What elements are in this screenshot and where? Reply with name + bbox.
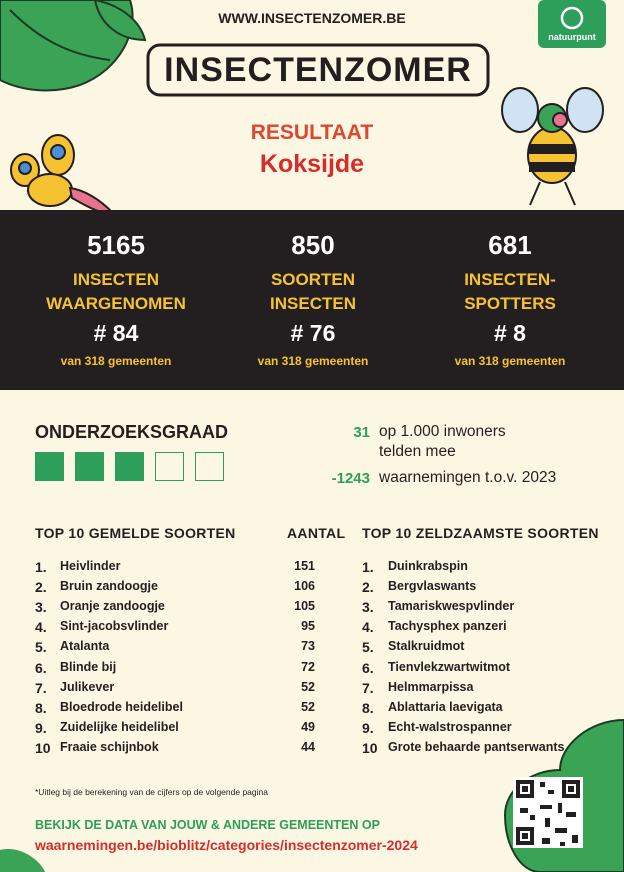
stat: 850 SOORTEN INSECTEN # 76 van 318 gemeenten	[213, 210, 413, 390]
species-name: Sint-jacobsvlinder	[60, 619, 169, 634]
rank: 4.	[362, 619, 374, 636]
cta-link[interactable]: waarnemingen.be/bioblitz/categories/inse…	[35, 837, 418, 853]
stat-label: SPOTTERS	[464, 294, 556, 313]
rank: 3.	[362, 599, 374, 616]
stat-value: 681	[488, 230, 532, 260]
stat-label: INSECTEN	[73, 270, 159, 289]
rank: 10	[362, 739, 378, 756]
participation-text: telden mee	[379, 443, 456, 460]
result-label: RESULTAAT	[250, 121, 374, 144]
brand: natuurpunt	[548, 32, 596, 42]
species-name: Oranje zandoogje	[60, 599, 165, 614]
rank: 1.	[362, 559, 374, 575]
species-count: 49	[301, 719, 315, 734]
rank: 6.	[35, 659, 47, 676]
research-square	[75, 452, 104, 481]
species-name: Zuidelijke heidelibel	[60, 719, 179, 734]
site-url: WWW.INSECTENZOMER.BE	[218, 10, 406, 26]
species-name: Ablattaria laevigata	[388, 699, 503, 714]
stat-label: SOORTEN	[270, 270, 356, 289]
table-title: AANTAL	[287, 525, 346, 541]
species-count: 72	[301, 659, 315, 674]
species-name: Julikever	[60, 679, 115, 694]
rank: 9.	[35, 719, 47, 736]
stat: 681 INSECTEN- SPOTTERS # 8 van 318 gemeenten	[410, 210, 610, 390]
species-name: Fraaie schijnbok	[60, 739, 159, 754]
species-count: 52	[301, 679, 315, 694]
stat-value: 5165	[87, 230, 145, 260]
logo: INSECTENZOMER	[164, 51, 472, 89]
species-name: Bruin zandoogje	[60, 579, 158, 594]
species-name: Tienvlekzwartwitmot	[388, 659, 511, 674]
place: Koksijde	[259, 150, 365, 178]
species-count: 44	[301, 739, 315, 754]
species-name: Tachysphex panzeri	[388, 619, 507, 634]
stat-label: INSECTEN	[270, 294, 356, 313]
rank: 7.	[35, 679, 47, 696]
species-count: 106	[294, 579, 315, 594]
participation-text: op 1.000 inwoners	[379, 423, 506, 440]
species-name: Atalanta	[60, 639, 110, 654]
stat-rank: # 8	[494, 320, 526, 346]
rank: 9.	[362, 719, 374, 736]
species-name: Grote behaarde pantserwants	[388, 739, 565, 754]
species-count: 151	[294, 559, 315, 573]
stat-rank: # 84	[93, 320, 139, 346]
rank: 2.	[362, 579, 374, 596]
species-name: Duinkrabspin	[388, 559, 468, 573]
stat-rank: # 76	[290, 320, 336, 346]
table-title: TOP 10 GEMELDE SOORTEN	[35, 525, 236, 541]
rank: 5.	[362, 639, 374, 656]
stat-note: van 318 gemeenten	[454, 354, 566, 368]
species-count: 105	[294, 599, 315, 614]
change-text: waarnemingen t.o.v. 2023	[379, 469, 557, 486]
species-name: Helmmarpissa	[388, 679, 474, 694]
species-name: Echt-walstrospanner	[388, 719, 512, 734]
footnote: *Uitleg bij de berekening van de cijfers…	[35, 787, 268, 797]
rank: 8.	[35, 699, 47, 716]
rank: 1.	[35, 559, 47, 575]
rank: 8.	[362, 699, 374, 716]
stat-note: van 318 gemeenten	[60, 354, 172, 368]
stat-label: INSECTEN-	[464, 270, 556, 289]
rank: 5.	[35, 639, 47, 656]
stat-value: 850	[291, 230, 335, 260]
stats-band: 5165 INSECTEN WAARGENOMEN # 84 van 318 gemee…	[0, 210, 624, 390]
stat: 5165 INSECTEN WAARGENOMEN # 84 van 318 gemee…	[16, 210, 216, 390]
research-square	[155, 452, 184, 481]
species-name: Blinde bij	[60, 659, 117, 674]
rank: 10	[35, 739, 51, 756]
research-square	[35, 452, 64, 481]
research-title: ONDERZOEKSGRAAD	[35, 422, 229, 442]
species-count: 73	[301, 639, 315, 654]
cta-text: BEKIJK DE DATA VAN JOUW & ANDERE GEMEENT…	[35, 818, 380, 832]
research-square	[195, 452, 224, 481]
stat-label: WAARGENOMEN	[46, 294, 186, 313]
participation-value: 31	[353, 424, 370, 441]
table-title: TOP 10 ZELDZAAMSTE SOORTEN	[362, 525, 599, 541]
species-count: 52	[301, 699, 315, 714]
species-name: Bergvlaswants	[388, 579, 477, 594]
change-value: -1243	[331, 470, 370, 487]
rank: 2.	[35, 579, 47, 596]
stat-note: van 318 gemeenten	[257, 354, 369, 368]
species-count: 95	[301, 619, 315, 634]
species-name: Bloedrode heidelibel	[60, 699, 183, 714]
rank: 3.	[35, 599, 47, 616]
rank: 4.	[35, 619, 47, 636]
species-name: Tamariskwespvlinder	[388, 599, 515, 614]
rank: 7.	[362, 679, 374, 696]
rank: 6.	[362, 659, 374, 676]
species-name: Heivlinder	[60, 559, 121, 573]
research-square	[115, 452, 144, 481]
species-name: Stalkruidmot	[388, 639, 465, 654]
